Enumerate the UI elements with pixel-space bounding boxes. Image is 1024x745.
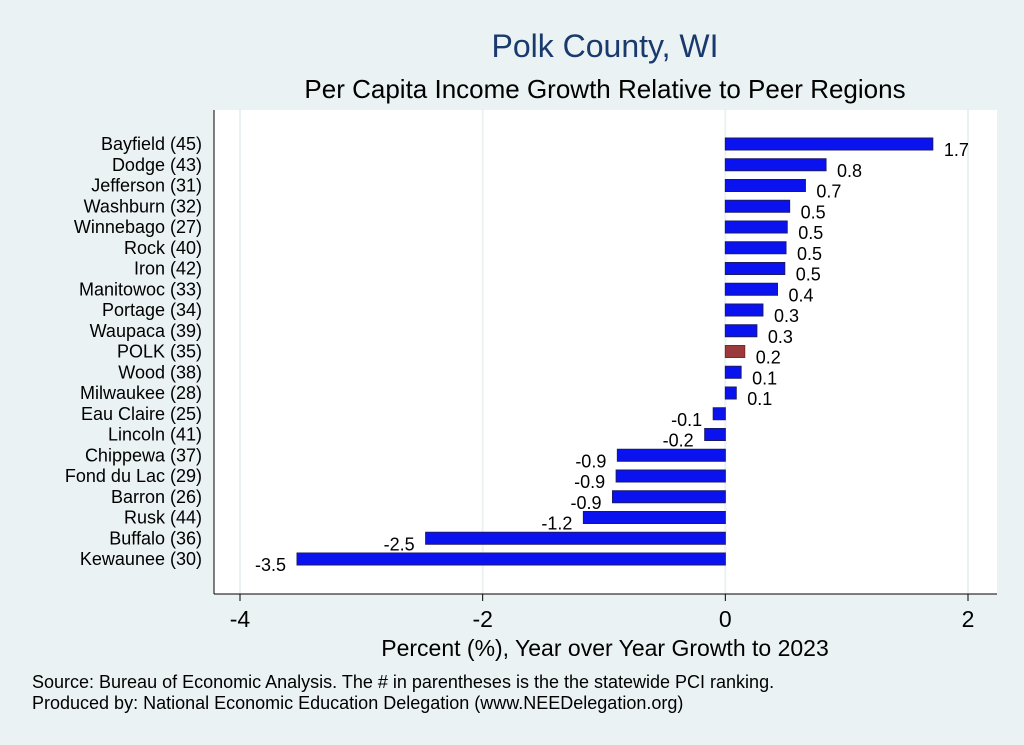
data-label: 0.2 [756,348,781,368]
bar [611,490,726,504]
x-ticks: -4 -2 0 2 [230,594,975,632]
data-label: -0.1 [671,410,702,430]
category-label: Wood (38) [118,362,202,382]
data-label: 0.5 [801,202,826,222]
data-label: -0.9 [575,451,606,471]
data-label: -1.2 [541,514,572,534]
bar [615,469,726,483]
bar [724,303,764,317]
bar [724,262,786,275]
data-label: 0.4 [789,285,814,305]
bar [724,324,758,338]
data-label: 0.5 [796,265,821,285]
data-label: -3.5 [255,555,286,575]
axes [213,110,997,595]
bar [724,158,827,172]
bar [425,531,726,545]
data-label: 0.1 [747,389,772,409]
bar [724,345,746,358]
produced-by-line: Produced by: National Economic Education… [32,693,684,713]
chart-title: Polk County, WI [491,28,719,64]
category-label: Portage (34) [102,300,202,320]
bar [296,552,726,566]
x-tick-label: -2 [472,606,492,632]
category-label: Buffalo (36) [109,528,202,548]
bar [724,386,737,400]
bar [724,199,791,213]
category-label: Fond du Lac (29) [65,466,202,486]
category-label: Rock (40) [124,238,202,258]
source-note: Source: Bureau of Economic Analysis. The… [32,672,774,714]
data-label: 0.8 [837,161,862,181]
bar [724,241,787,255]
data-label: 0.3 [768,327,793,347]
category-label: Manitowoc (33) [79,279,202,299]
bar [712,407,726,421]
data-label: 0.3 [774,306,799,326]
data-label: -2.5 [384,534,415,554]
bar [724,365,742,379]
data-label: 0.1 [752,368,777,388]
category-label: POLK (35) [117,342,202,362]
category-label: Dodge (43) [112,155,202,175]
category-label: Bayfield (45) [101,134,202,154]
category-label: Eau Claire (25) [81,404,202,424]
data-label: 1.7 [944,140,969,160]
x-tick-label: -4 [230,606,251,632]
bar [724,179,806,192]
data-label: 0.5 [797,244,822,264]
category-label: Washburn (32) [84,196,202,216]
category-label: Milwaukee (28) [80,383,202,403]
data-label: -0.9 [574,472,605,492]
data-label: -0.2 [663,431,694,451]
category-label: Chippewa (37) [85,445,202,465]
x-tick-label: 2 [962,606,975,632]
data-label: 0.5 [798,223,823,243]
bar [724,282,779,296]
x-axis-label: Percent (%), Year over Year Growth to 20… [381,635,829,661]
x-tick-label: 0 [719,606,732,632]
category-label: Iron (42) [134,259,202,279]
source-line: Source: Bureau of Economic Analysis. The… [32,672,775,692]
category-label: Jefferson (31) [91,176,202,196]
bar [724,220,788,234]
category-label: Rusk (44) [124,508,202,528]
bars: 1.70.80.70.50.50.50.50.40.30.30.20.10.1-… [255,137,969,575]
data-label: -0.9 [570,493,601,513]
category-label: Lincoln (41) [108,425,202,445]
data-label: 0.7 [816,182,841,202]
category-label: Kewaunee (30) [80,549,202,569]
category-label: Waupaca (39) [90,321,202,341]
bar [616,448,726,462]
bar [582,511,726,524]
chart-subtitle: Per Capita Income Growth Relative to Pee… [304,74,906,104]
category-label: Barron (26) [111,487,202,507]
bar [724,137,934,151]
category-label: Winnebago (27) [74,217,202,237]
category-labels: Bayfield (45)Dodge (43)Jefferson (31)Was… [65,134,202,569]
bar [704,428,726,441]
